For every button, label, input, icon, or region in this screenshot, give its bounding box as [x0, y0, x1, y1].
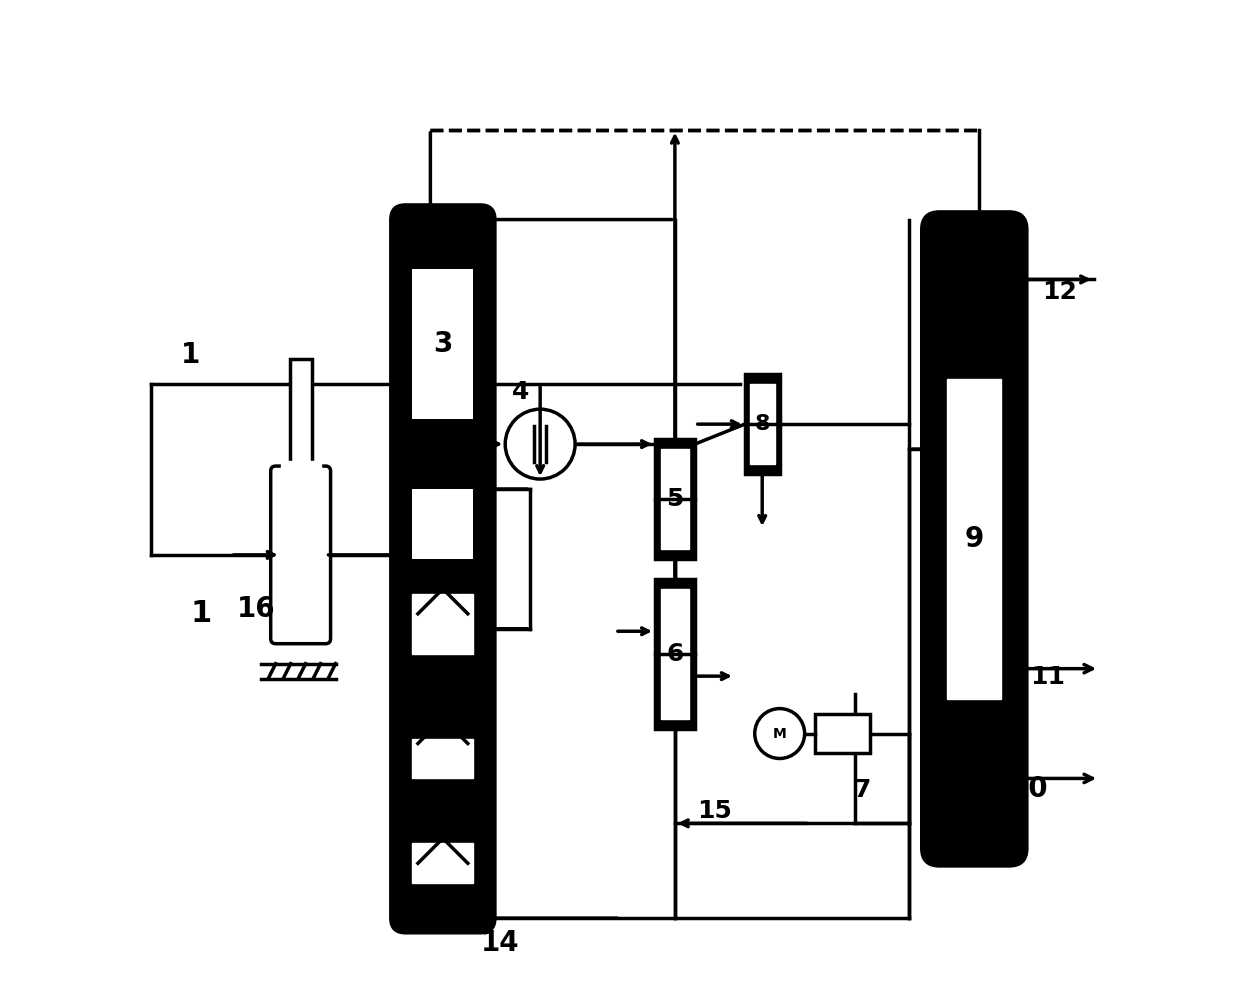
FancyBboxPatch shape: [391, 205, 495, 933]
Text: 3: 3: [433, 330, 453, 358]
Text: 14: 14: [481, 929, 520, 957]
Text: 11: 11: [1029, 665, 1065, 689]
Bar: [815, 714, 869, 753]
Bar: [413, 843, 474, 883]
Text: 6: 6: [666, 642, 683, 666]
Bar: [750, 384, 775, 464]
Bar: [655, 439, 694, 559]
Bar: [413, 594, 474, 654]
Bar: [655, 579, 694, 729]
Text: 7: 7: [853, 778, 870, 802]
Text: M: M: [773, 727, 786, 741]
Bar: [280, 461, 321, 476]
Text: 1: 1: [181, 341, 201, 369]
Bar: [661, 449, 689, 549]
Text: 9: 9: [965, 525, 983, 553]
Bar: [413, 269, 474, 419]
FancyBboxPatch shape: [270, 466, 331, 644]
Text: 5: 5: [666, 487, 683, 511]
Bar: [947, 379, 1001, 699]
Bar: [745, 374, 780, 474]
Bar: [413, 489, 474, 559]
Bar: [655, 439, 694, 559]
Text: 4: 4: [512, 380, 529, 404]
FancyBboxPatch shape: [921, 212, 1027, 866]
Circle shape: [755, 709, 805, 758]
Circle shape: [505, 409, 575, 479]
Bar: [290, 359, 311, 471]
Bar: [661, 589, 689, 719]
Text: 15: 15: [697, 799, 733, 823]
Text: 1: 1: [190, 599, 212, 629]
Bar: [413, 739, 474, 778]
Text: 8: 8: [754, 414, 770, 434]
Text: 16: 16: [237, 595, 275, 623]
Bar: [745, 374, 780, 474]
Bar: [655, 579, 694, 729]
Text: 10: 10: [1009, 775, 1049, 803]
Text: 12: 12: [1042, 280, 1076, 304]
